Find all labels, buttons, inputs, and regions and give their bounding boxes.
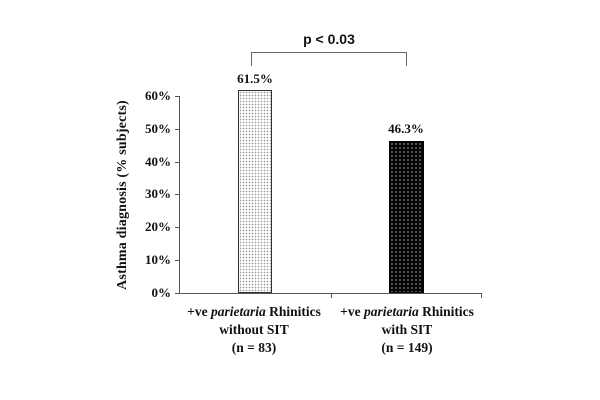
bar-value-label: 46.3% (388, 121, 424, 136)
category-line-2: without SIT (219, 322, 289, 337)
y-tick-label: 0% (151, 285, 172, 300)
y-tick (175, 96, 180, 97)
category-line-1: +ve parietaria Rhinitics (154, 303, 354, 321)
y-axis-line (179, 96, 180, 294)
significance-bracket-right (406, 52, 407, 66)
x-axis-line (179, 293, 482, 294)
y-tick (175, 129, 180, 130)
significance-bracket-left (251, 52, 252, 66)
p-value-label: p < 0.03 (303, 31, 355, 47)
category-prefix: +ve (340, 304, 364, 319)
bar-value-label: 61.5% (237, 71, 273, 86)
category-prefix: +ve (187, 304, 211, 319)
y-tick-label: 10% (145, 252, 171, 267)
x-axis-tick (331, 293, 332, 298)
category-sample-size: (n = 149) (381, 340, 433, 355)
y-tick-label: 20% (145, 219, 171, 234)
y-tick (175, 162, 180, 163)
category-suffix: Rhinitics (265, 304, 321, 319)
y-tick (175, 260, 180, 261)
category-suffix: Rhinitics (418, 304, 474, 319)
x-category-label-with-sit: +ve parietaria Rhinitics with SIT (n = 1… (307, 303, 507, 357)
category-sample-size: (n = 83) (231, 340, 277, 355)
y-tick (175, 227, 180, 228)
significance-bracket-top (251, 52, 407, 53)
category-species: parietaria (363, 304, 419, 319)
category-line-2: with SIT (381, 322, 433, 337)
y-tick (175, 194, 180, 195)
bar-without-sit (238, 90, 272, 293)
y-tick-label: 40% (145, 154, 171, 169)
y-tick-label: 50% (145, 121, 171, 136)
category-line-1: +ve parietaria Rhinitics (307, 303, 507, 321)
y-tick-label: 30% (145, 186, 171, 201)
category-species: parietaria (210, 304, 266, 319)
y-tick-label: 60% (145, 88, 171, 103)
y-tick (175, 293, 180, 294)
y-axis-title: Asthma diagnosis (% subjects) (115, 100, 130, 290)
x-axis-tick (481, 293, 482, 298)
x-category-label-without-sit: +ve parietaria Rhinitics without SIT (n … (154, 303, 354, 357)
bar-with-sit (389, 141, 424, 293)
